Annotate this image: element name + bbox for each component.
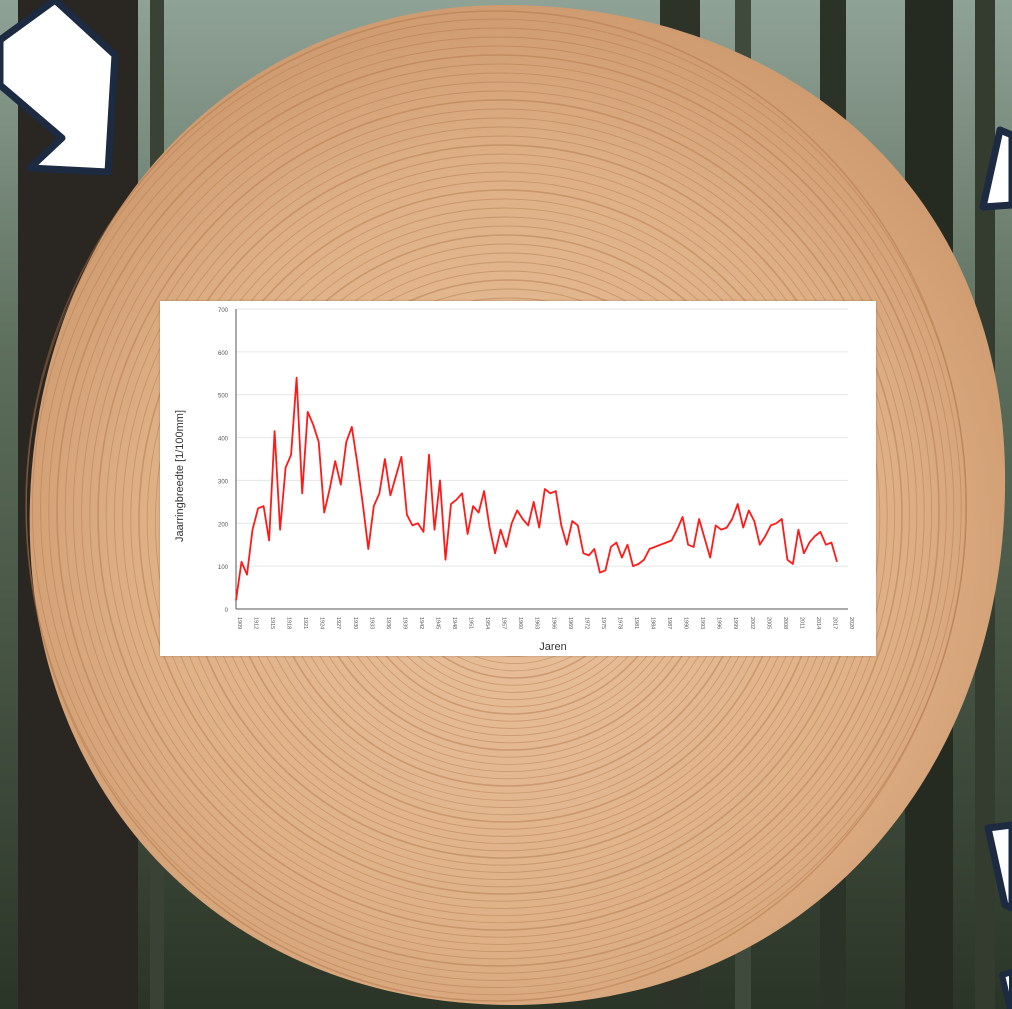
y-tick-label: 400 <box>218 437 229 443</box>
x-tick-label: 1996 <box>716 617 722 629</box>
x-tick-label: 2002 <box>749 617 755 629</box>
x-tick-label: 1981 <box>633 617 639 629</box>
arrow-top-right-icon <box>979 126 1012 211</box>
x-tick-label: 1972 <box>583 617 589 629</box>
x-tick-label: 1960 <box>517 617 523 629</box>
x-tick-label: 1978 <box>616 617 622 629</box>
x-tick-label: 2014 <box>815 617 821 629</box>
x-tick-label: 1966 <box>550 617 556 629</box>
y-tick-label: 300 <box>218 479 229 485</box>
x-tick-label: 1921 <box>302 617 308 629</box>
y-tick-label: 700 <box>218 308 229 314</box>
x-tick-label: 1918 <box>286 617 292 629</box>
x-axis-title-wrap: Jaren <box>160 641 876 653</box>
x-tick-label: 1924 <box>319 617 325 629</box>
x-tick-label: 1957 <box>501 617 507 629</box>
x-tick-label: 1993 <box>699 617 705 629</box>
x-tick-label: 2020 <box>848 617 854 629</box>
x-tick-label: 1948 <box>451 617 457 629</box>
y-axis-title: Jaarringbreedte [1/100mm] <box>174 409 186 543</box>
x-tick-label: 1909 <box>236 617 242 629</box>
x-tick-label: 1975 <box>600 617 606 629</box>
x-tick-label: 1915 <box>269 617 275 629</box>
x-tick-label: 1954 <box>484 617 490 629</box>
x-tick-label: 1963 <box>534 617 540 629</box>
x-tick-label: 2008 <box>782 617 788 629</box>
x-tick-label: 1999 <box>732 617 738 629</box>
y-tick-label: 500 <box>218 394 229 400</box>
arrow-bottom-right-partial-icon <box>999 969 1012 1009</box>
arrow-top-left-icon <box>0 0 119 176</box>
arrow-bottom-right-icon <box>984 821 1012 912</box>
x-tick-label: 1939 <box>401 617 407 629</box>
series-line <box>235 376 838 601</box>
x-tick-label: 2011 <box>798 617 804 629</box>
x-axis-title: Jaren <box>539 641 567 653</box>
x-tick-label: 2017 <box>831 617 837 629</box>
x-tick-label: 1912 <box>253 617 259 629</box>
line-chart: 0 100 200 300 400 500 600 700 1909 1912 1915 1918 19… <box>218 308 854 629</box>
y-tick-label: 200 <box>218 522 229 528</box>
x-tick-label: 1945 <box>434 617 440 629</box>
y-tick-label: 0 <box>225 608 229 614</box>
y-tick-label: 600 <box>218 351 229 357</box>
x-tick-label: 1930 <box>352 617 358 629</box>
x-tick-label: 1942 <box>418 617 424 629</box>
x-tick-label: 1951 <box>468 617 474 629</box>
x-tick-label: 1927 <box>335 617 341 629</box>
y-tick-label: 100 <box>218 565 229 571</box>
x-tick-label: 1984 <box>650 617 656 629</box>
x-tick-label: 1987 <box>666 617 672 629</box>
x-tick-label: 1933 <box>368 617 374 629</box>
x-tick-label: 2005 <box>765 617 771 629</box>
x-tick-label: 1990 <box>683 617 689 629</box>
x-tick-label: 1936 <box>385 617 391 629</box>
chart-card: 0 100 200 300 400 500 600 700 1909 1912 1915 1918 19… <box>160 301 876 656</box>
x-tick-label: 1969 <box>567 617 573 629</box>
